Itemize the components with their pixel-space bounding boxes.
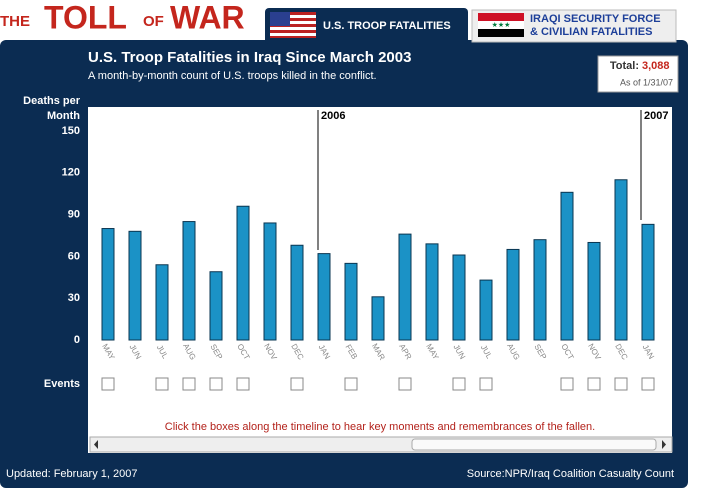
bar bbox=[533, 239, 547, 341]
y-tick-label: 120 bbox=[62, 167, 80, 179]
event-box[interactable] bbox=[209, 377, 223, 391]
bar bbox=[263, 222, 277, 341]
bar bbox=[155, 264, 169, 341]
total-box bbox=[597, 55, 679, 93]
bar bbox=[128, 230, 142, 341]
year-label: 2006 bbox=[321, 110, 345, 122]
bar bbox=[182, 221, 196, 341]
y-tick-label: 90 bbox=[68, 209, 80, 221]
bar bbox=[425, 243, 439, 341]
bar bbox=[641, 223, 655, 341]
event-box[interactable] bbox=[560, 377, 574, 391]
bar bbox=[398, 233, 412, 341]
event-box[interactable] bbox=[344, 377, 358, 391]
tab-iraq-label: IRAQI SECURITY FORCE & CIVILIAN FATALITI… bbox=[530, 13, 661, 38]
event-box[interactable] bbox=[290, 377, 304, 391]
bar bbox=[614, 179, 628, 341]
chart-title: U.S. Troop Fatalities in Iraq Since Marc… bbox=[88, 49, 411, 66]
event-box[interactable] bbox=[155, 377, 169, 391]
year-label: 2007 bbox=[644, 110, 668, 122]
bar bbox=[101, 228, 115, 341]
bar bbox=[371, 296, 385, 341]
y-tick-label: 60 bbox=[68, 250, 80, 262]
iraq-flag: ★★★ bbox=[478, 13, 524, 37]
total-value: 3,088 bbox=[642, 60, 670, 72]
bar bbox=[560, 191, 574, 341]
tab-us-label: U.S. TROOP FATALITIES bbox=[323, 20, 451, 32]
event-box[interactable] bbox=[641, 377, 655, 391]
y-tick-label: 150 bbox=[62, 125, 80, 137]
events-label: Events bbox=[44, 378, 80, 390]
bar bbox=[344, 262, 358, 341]
scrollbar[interactable] bbox=[89, 436, 673, 453]
event-box[interactable] bbox=[236, 377, 250, 391]
instruction: Click the boxes along the timeline to he… bbox=[165, 421, 595, 433]
bar bbox=[587, 241, 601, 341]
logo-toll: TOLL bbox=[44, 0, 127, 35]
bar bbox=[209, 271, 223, 341]
svg-text:★★★: ★★★ bbox=[492, 21, 511, 29]
bar bbox=[506, 248, 520, 341]
total-label: Total: bbox=[610, 60, 639, 72]
chart-subtitle: A month-by-month count of U.S. troops ki… bbox=[88, 70, 377, 82]
event-box[interactable] bbox=[101, 377, 115, 391]
y-axis-label: Deaths per Month bbox=[23, 95, 80, 122]
logo-of: OF bbox=[143, 13, 164, 30]
event-box[interactable] bbox=[398, 377, 412, 391]
y-tick-label: 30 bbox=[68, 292, 80, 304]
bar bbox=[452, 254, 466, 341]
total-as-of: As of 1/31/07 bbox=[620, 77, 673, 87]
y-tick-label: 0 bbox=[74, 334, 80, 346]
bar bbox=[290, 244, 304, 341]
event-box[interactable] bbox=[587, 377, 601, 391]
footer-updated: Updated: February 1, 2007 bbox=[6, 468, 137, 480]
event-box[interactable] bbox=[182, 377, 196, 391]
bar bbox=[317, 253, 331, 341]
us-flag bbox=[270, 12, 316, 38]
event-box[interactable] bbox=[614, 377, 628, 391]
footer-source: Source:NPR/Iraq Coalition Casualty Count bbox=[467, 468, 674, 480]
bar bbox=[236, 205, 250, 341]
logo-the: THE bbox=[0, 13, 30, 30]
plot-area bbox=[88, 107, 672, 453]
event-box[interactable] bbox=[452, 377, 466, 391]
bar bbox=[479, 279, 493, 341]
logo-war: WAR bbox=[170, 0, 245, 35]
event-box[interactable] bbox=[479, 377, 493, 391]
